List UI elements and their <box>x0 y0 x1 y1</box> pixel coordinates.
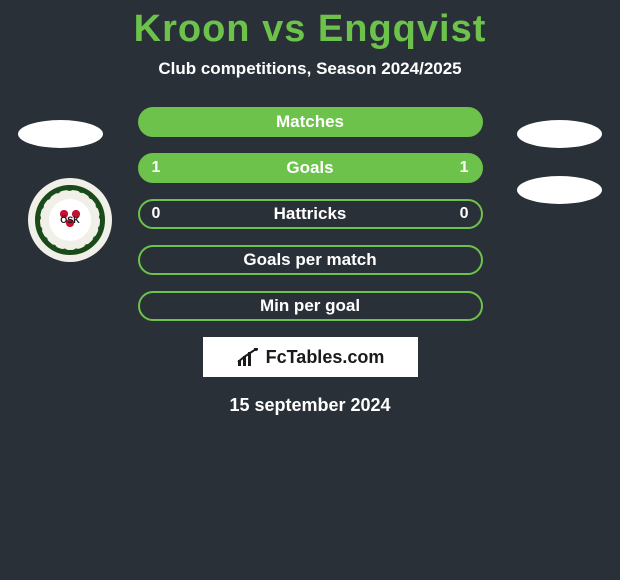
stat-value-right: 0 <box>455 205 469 223</box>
club-badge-text: ÖSK <box>60 215 80 225</box>
stat-value-right: 1 <box>455 159 469 177</box>
stat-value-left: 0 <box>152 205 166 223</box>
avatar-placeholder-icon <box>517 120 602 148</box>
stat-label: Matches <box>276 112 344 132</box>
brand-text: FcTables.com <box>266 347 385 368</box>
avatar-placeholder-icon <box>18 120 103 148</box>
stat-label: Goals <box>286 158 333 178</box>
stat-pill: 1 Goals 1 <box>138 153 483 183</box>
stat-pill: 0 Hattricks 0 <box>138 199 483 229</box>
page-title: Kroon vs Engqvist <box>0 8 620 51</box>
club-badge-icon: ÖSK <box>28 178 112 262</box>
stat-pill: Goals per match <box>138 245 483 275</box>
club-right-badge <box>517 176 602 204</box>
club-left-badge: ÖSK <box>28 178 112 262</box>
stat-pill: Matches <box>138 107 483 137</box>
stat-label: Hattricks <box>274 204 347 224</box>
stat-label: Min per goal <box>260 296 360 316</box>
stat-value-left: 1 <box>152 159 166 177</box>
brand-box: FcTables.com <box>203 337 418 377</box>
player-left-avatar <box>18 120 103 148</box>
stat-pill: Min per goal <box>138 291 483 321</box>
date-text: 15 september 2024 <box>0 395 620 416</box>
club-placeholder-icon <box>517 176 602 204</box>
stat-row-min-per-goal: Min per goal <box>0 291 620 321</box>
player-right-avatar <box>517 120 602 148</box>
page-subtitle: Club competitions, Season 2024/2025 <box>0 59 620 79</box>
stat-label: Goals per match <box>243 250 376 270</box>
chart-icon <box>236 348 260 366</box>
